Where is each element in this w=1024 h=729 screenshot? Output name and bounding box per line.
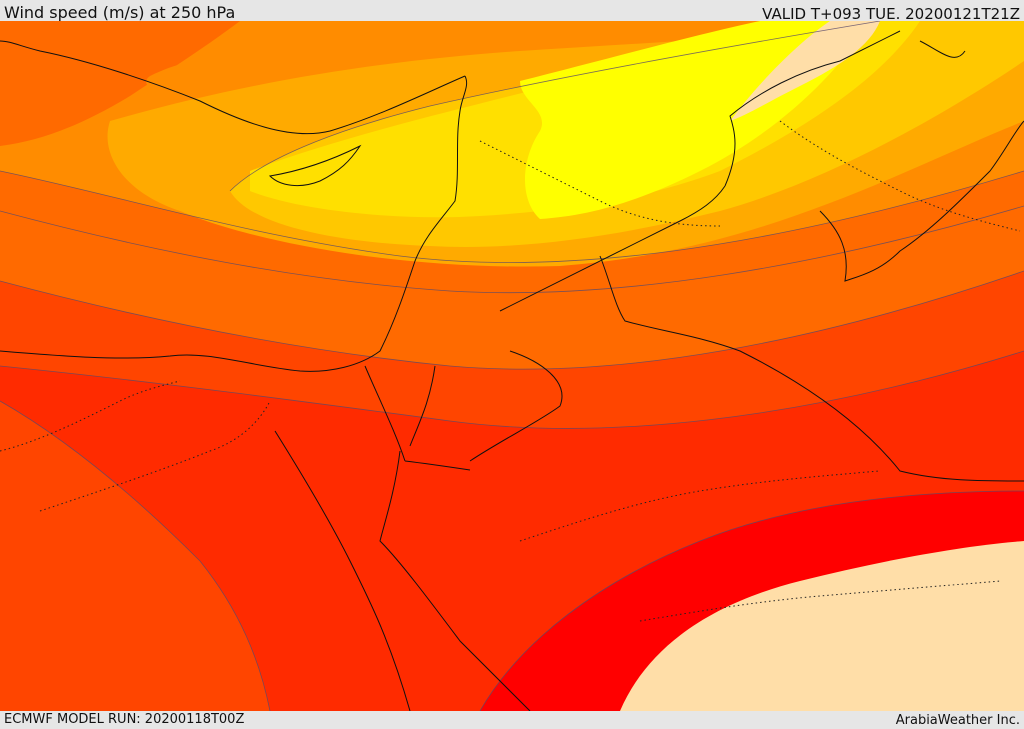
contour-line-5 xyxy=(479,490,1024,711)
border-egypt-internal xyxy=(39,400,271,512)
map-title: Wind speed (m/s) at 250 hPa xyxy=(4,3,236,22)
region-peach-south xyxy=(620,541,1024,711)
contour-line-2 xyxy=(0,205,1024,294)
coastline-turkey xyxy=(0,40,466,135)
wind-speed-map xyxy=(0,21,1024,711)
valid-time: VALID T+093 TUE. 20200121T21Z xyxy=(762,5,1020,23)
contour-line-1 xyxy=(0,170,1024,263)
contour-line-4 xyxy=(0,350,1024,429)
credit-label: ArabiaWeather Inc. xyxy=(895,713,1020,728)
coastline-red-sea-west xyxy=(274,430,411,711)
coastline-cyprus xyxy=(268,144,362,187)
border-sinai xyxy=(364,365,406,462)
map-canvas xyxy=(0,21,1024,711)
border-iraq-iran xyxy=(724,30,901,187)
border-yemen xyxy=(639,580,1001,622)
band-nw-orange xyxy=(0,21,240,146)
footer-bar: ECMWF MODEL RUN: 20200118T00Z ArabiaWeat… xyxy=(0,711,1024,729)
border-jordan-saudi xyxy=(469,350,563,462)
region-peach-north xyxy=(730,21,880,121)
model-run-label: ECMWF MODEL RUN: 20200118T00Z xyxy=(4,712,245,727)
coastline-mediterranean xyxy=(0,75,468,372)
contour-line-6 xyxy=(229,21,881,192)
coastline-caspian-edge xyxy=(919,40,966,58)
band-west-orange-red xyxy=(0,401,270,711)
header-bar: Wind speed (m/s) at 250 hPa VALID T+093 … xyxy=(0,0,1024,23)
contour-line-7 xyxy=(0,400,271,711)
border-iraq-syria xyxy=(479,140,721,227)
band-nw-light xyxy=(146,57,280,93)
border-saudi-internal xyxy=(519,470,881,542)
coastline-red-sea-east xyxy=(379,450,531,711)
border-egypt-sudan xyxy=(404,460,471,471)
coastline-persian-gulf xyxy=(819,120,1024,282)
border-saudi-iraq xyxy=(499,185,726,312)
border-saudi-kuwait xyxy=(599,255,1024,482)
coastline-gulf-aqaba xyxy=(409,365,436,447)
contour-line-3 xyxy=(0,270,1024,370)
